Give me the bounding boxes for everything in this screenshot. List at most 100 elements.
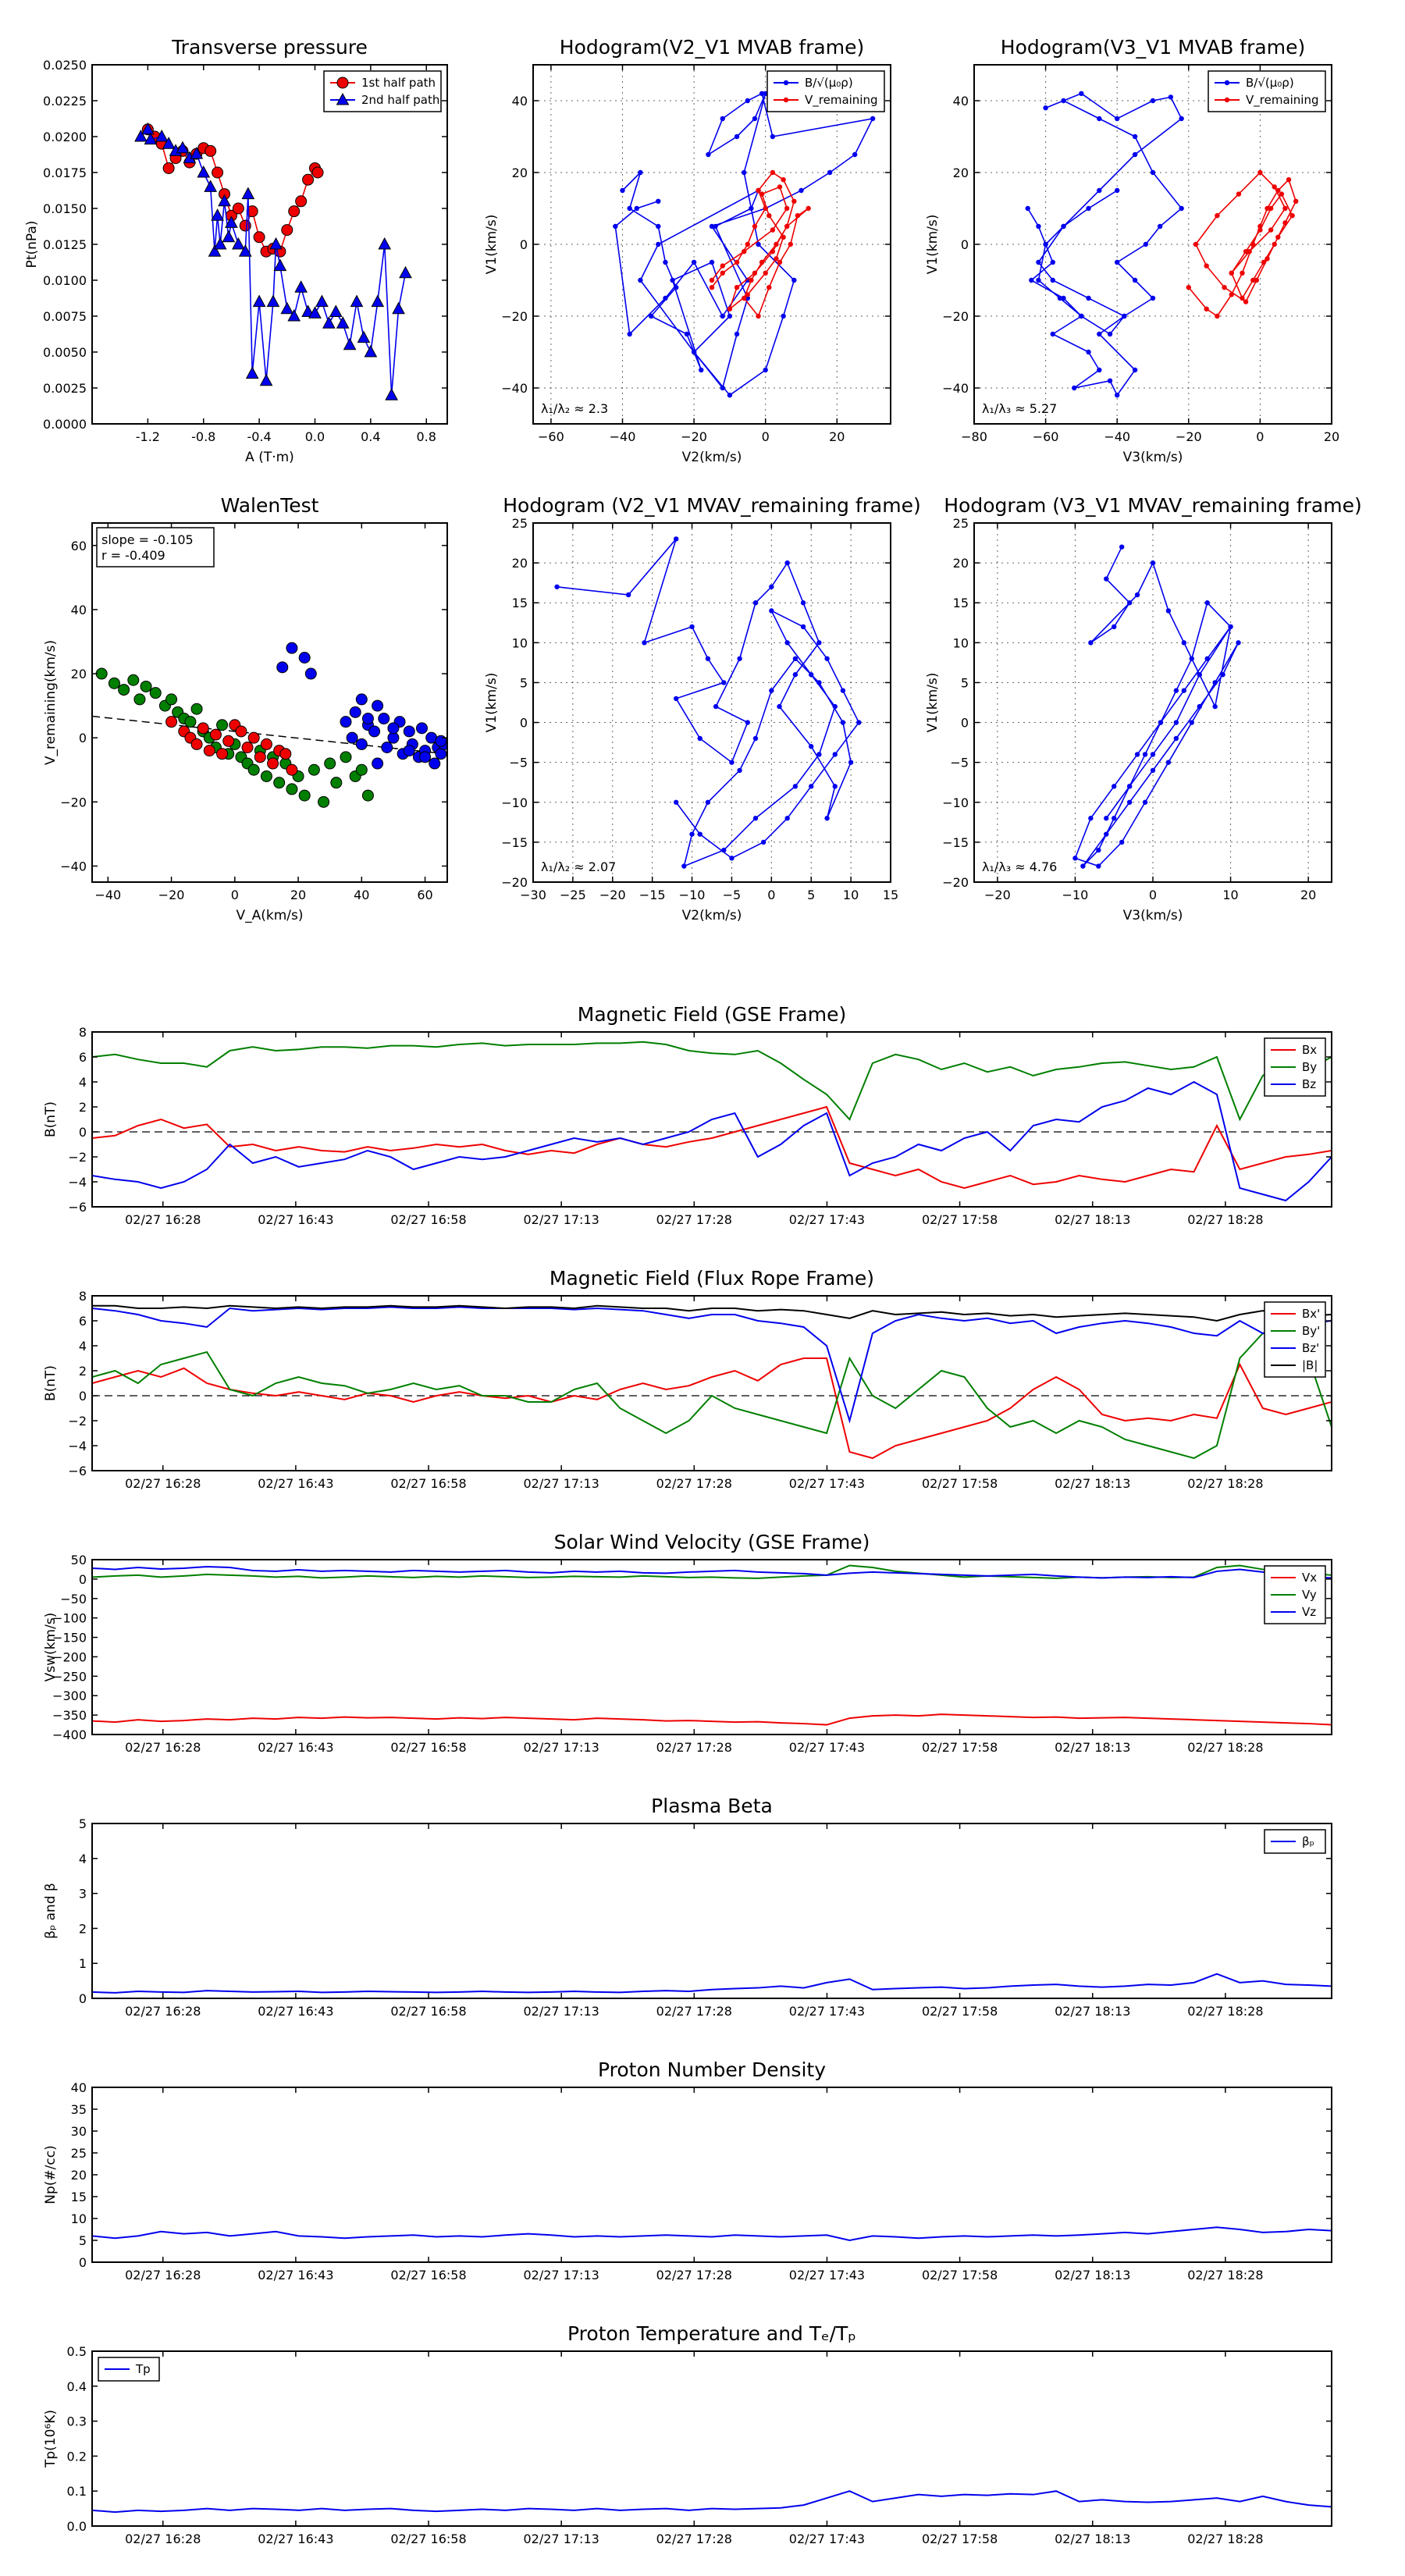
y-tick-label: 0.3 [67, 2414, 87, 2429]
data-point [720, 385, 725, 391]
data-point [419, 751, 432, 763]
y-tick-label: 20 [953, 165, 969, 180]
data-point [1228, 624, 1233, 630]
y-tick-label: 2 [79, 1100, 87, 1115]
data-point [1282, 205, 1288, 212]
series-line [92, 1080, 1332, 1202]
data-point [770, 227, 776, 233]
data-point [1212, 703, 1218, 710]
data-point [1088, 816, 1094, 821]
series-line [557, 538, 860, 867]
data-point [1134, 592, 1140, 598]
x-tick-label: 02/27 16:28 [125, 2268, 201, 2282]
y-tick-label: −20 [60, 795, 87, 809]
x-tick-label: 02/27 16:58 [390, 1740, 466, 1755]
y-axis-label: Vsw(km/s) [43, 1613, 59, 1682]
data-point [294, 280, 308, 293]
axes-frame [532, 64, 891, 425]
x-tick-label: 02/27 17:28 [656, 1212, 732, 1227]
data-point [752, 816, 759, 821]
x-tick-label: 02/27 17:43 [789, 2004, 865, 2019]
data-point [165, 716, 178, 728]
data-point [1132, 133, 1138, 140]
data-point [670, 277, 675, 283]
panel-title: Hodogram(V2_V1 MVAB frame) [560, 36, 864, 59]
data-point [792, 784, 799, 789]
x-tick-label: −20 [599, 888, 626, 902]
data-point [709, 259, 715, 265]
data-point [749, 277, 754, 283]
panel-title: Proton Temperature and Tₑ/Tₚ [567, 2322, 856, 2345]
data-point [620, 187, 625, 194]
data-point [190, 703, 203, 715]
data-point [1236, 191, 1242, 197]
y-tick-label: 3 [79, 1887, 87, 1902]
y-tick-label: 5 [79, 1816, 87, 1831]
data-point [322, 316, 336, 329]
y-tick-label: 0 [79, 1991, 87, 2006]
x-tick-label: 02/27 16:58 [390, 1212, 466, 1227]
data-point [247, 763, 260, 776]
data-point [267, 757, 279, 770]
x-tick-label: 0 [1149, 888, 1157, 902]
x-tick-label: 10 [843, 888, 859, 902]
y-tick-label: 0.0225 [43, 94, 87, 109]
data-layer [92, 2226, 1332, 2242]
data-point [1096, 863, 1101, 869]
x-tick-label: 02/27 17:13 [524, 1740, 599, 1755]
y-tick-label: 0.2 [67, 2449, 87, 2464]
data-point [791, 277, 797, 283]
y-tick-label: 15 [953, 596, 969, 610]
y-axis-label: Pt(nPa) [24, 221, 40, 269]
data-point [212, 166, 224, 179]
data-point [1036, 223, 1041, 229]
data-point [742, 169, 747, 176]
data-point [784, 816, 790, 821]
data-point [742, 249, 747, 254]
x-tick-label: −25 [560, 888, 586, 902]
legend-label: Vy [1302, 1588, 1317, 1602]
data-point [824, 816, 830, 821]
y-tick-label: −6 [68, 1464, 87, 1478]
data-point [774, 241, 779, 247]
data-point [197, 165, 211, 178]
series-line [614, 92, 874, 397]
legend-frame [767, 70, 885, 112]
x-tick-label: 02/27 17:13 [524, 1476, 599, 1491]
data-point [800, 600, 806, 606]
data-point [149, 687, 162, 699]
y-axis-label: Tp(10⁶K) [43, 2410, 59, 2468]
data-point [663, 295, 668, 301]
series-line [92, 2226, 1332, 2242]
data-point [1115, 259, 1120, 265]
data-point [1157, 223, 1163, 229]
x-tick-label: 02/27 17:28 [656, 2532, 732, 2546]
x-tick-label: −10 [679, 888, 706, 902]
data-point [1268, 205, 1274, 212]
data-point [1272, 241, 1277, 247]
data-point [141, 122, 155, 135]
data-point [816, 640, 822, 646]
y-tick-label: 4 [79, 1339, 87, 1354]
data-point [1236, 640, 1241, 646]
data-layer [1025, 91, 1299, 398]
x-tick-label: 02/27 18:13 [1055, 2268, 1130, 2282]
data-point [381, 742, 393, 753]
y-axis-label: V_remaining(km/s) [43, 640, 59, 765]
x-tick-label: 5 [807, 888, 815, 902]
panel-pt: Transverse pressure 0.0000 0.0025 0.0050 0.0… [24, 36, 448, 465]
series-line [92, 1357, 1332, 1460]
data-point [1212, 680, 1218, 685]
legend-marker [1224, 97, 1230, 103]
data-point [378, 237, 392, 250]
x-tick-label: 02/27 18:13 [1055, 2004, 1130, 2019]
data-point [1257, 223, 1263, 229]
x-tick-label: −40 [610, 429, 636, 444]
data-point [1115, 187, 1120, 194]
data-point [1264, 256, 1270, 262]
data-point [1173, 688, 1179, 693]
data-point [298, 789, 311, 802]
data-point [1286, 177, 1292, 183]
data-point [770, 249, 776, 254]
panel-bfr: Magnetic Field (Flux Rope Frame)−6−4−202… [43, 1267, 1332, 1491]
